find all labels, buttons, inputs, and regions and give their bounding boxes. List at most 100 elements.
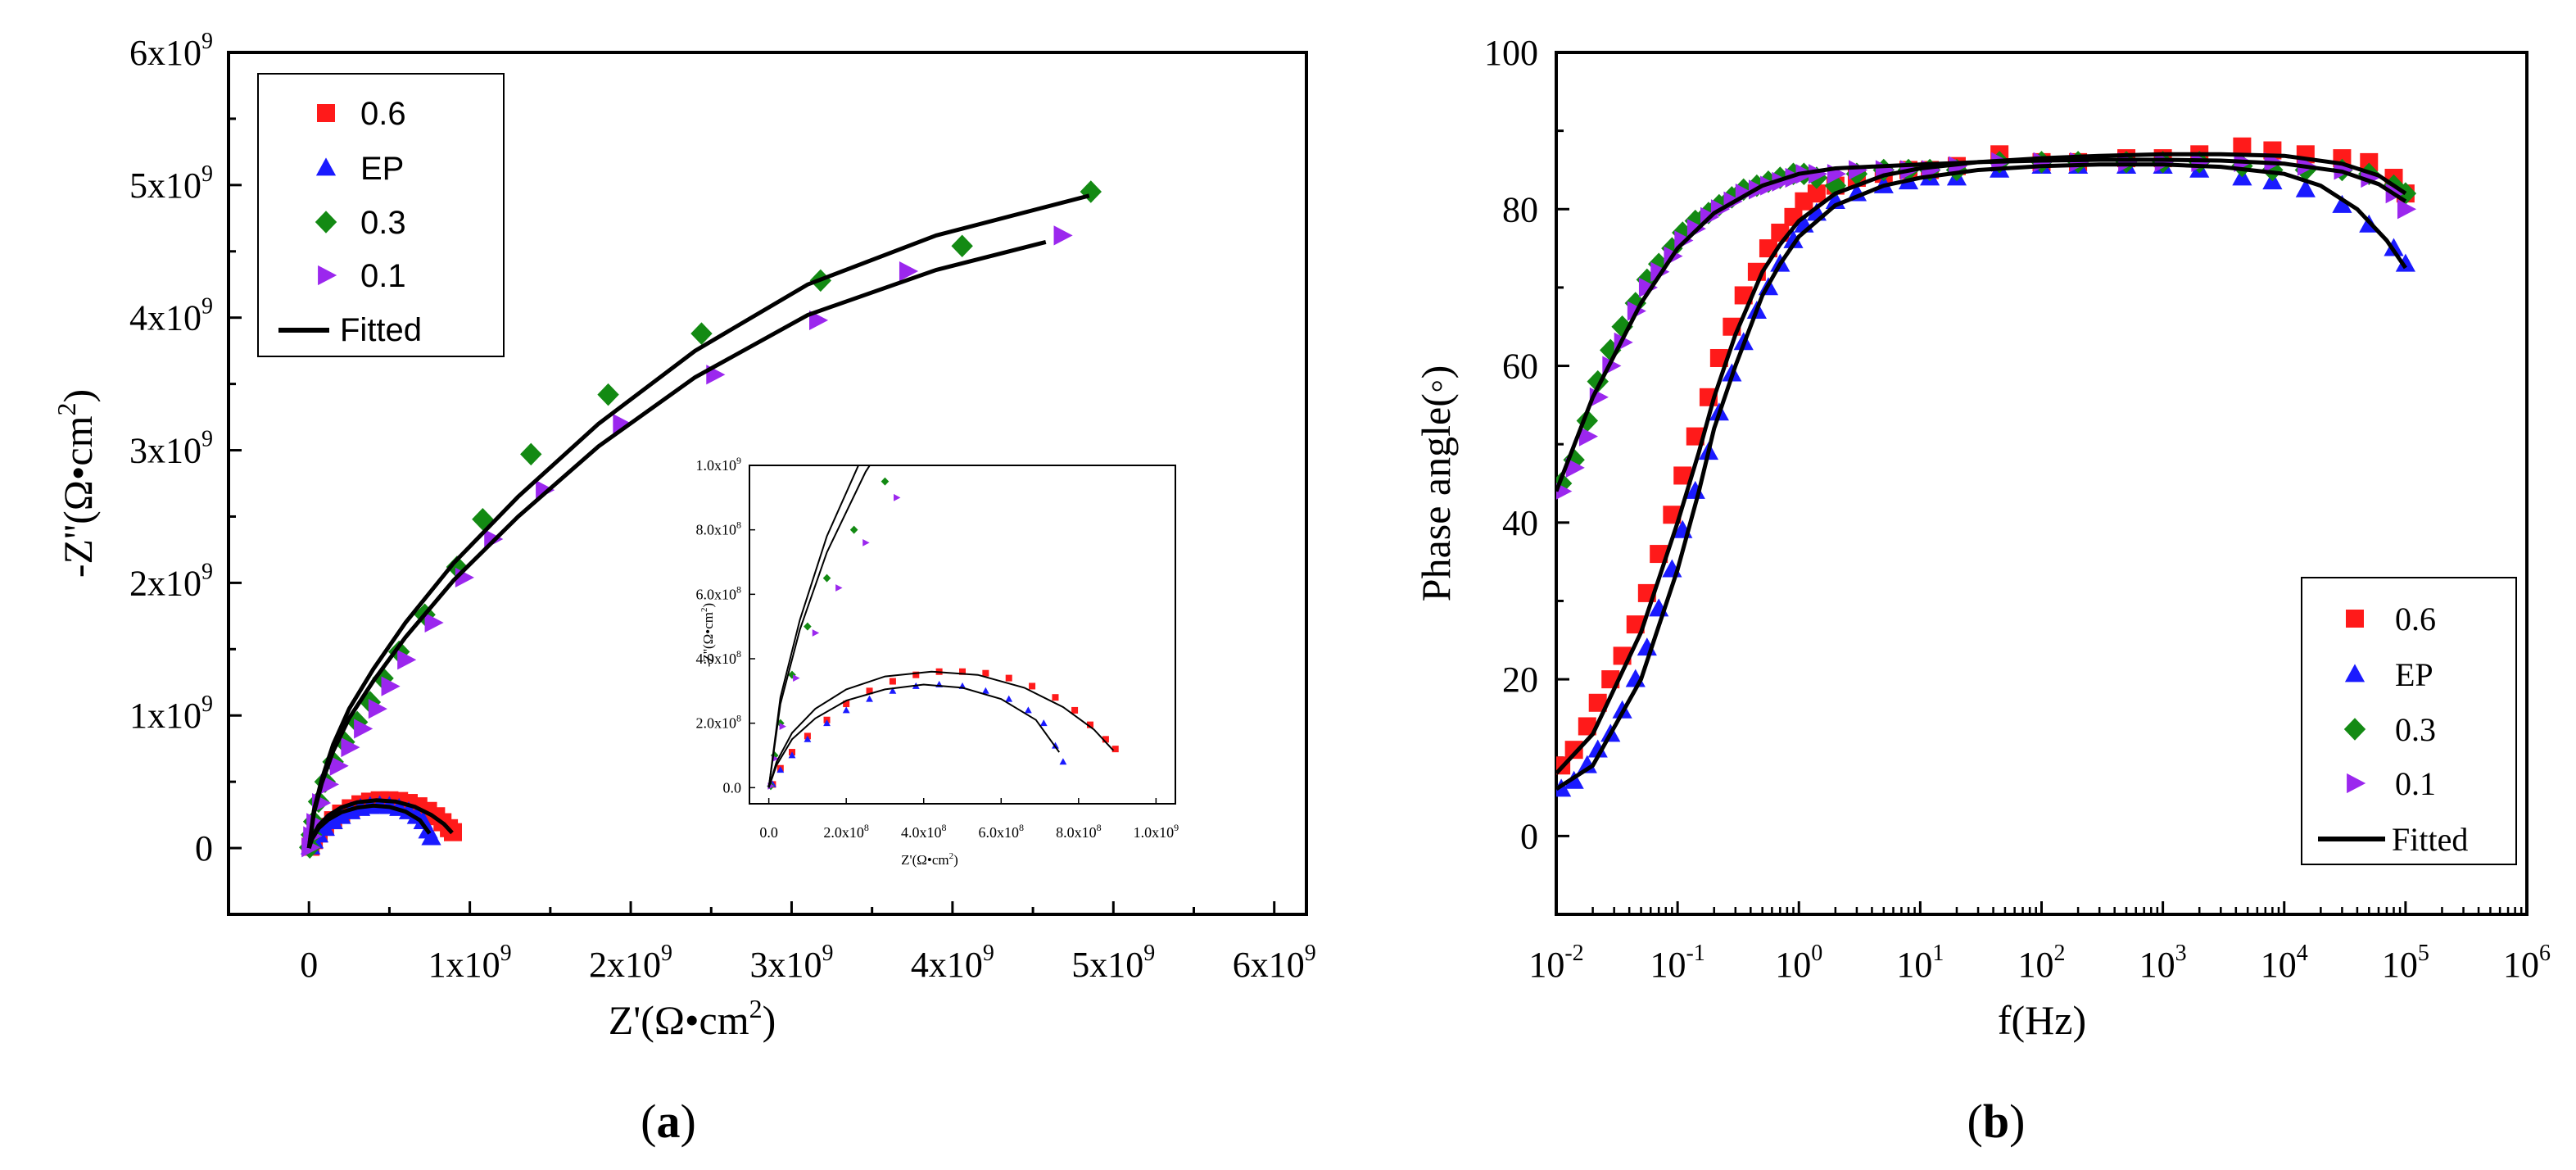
inset-y-tick-label: 4.0x108 — [696, 648, 742, 667]
inset-point-0.3 — [849, 525, 858, 534]
b-point-ep — [1783, 229, 1804, 248]
a-point-0.3 — [597, 383, 619, 406]
b-x-tick-label: 10-2 — [1528, 941, 1583, 985]
inset-point-0.3 — [1044, 216, 1052, 224]
a-point-0.1 — [397, 650, 417, 670]
b-y-tick-label: 60 — [1502, 347, 1538, 387]
a-y-tick-label: 5x109 — [129, 161, 213, 206]
legend-a-label-0.6: 0.6 — [360, 96, 406, 132]
b-y-tick-label: 40 — [1502, 503, 1538, 543]
a-point-ep — [323, 811, 343, 830]
chart-b-x-axis-label: f(Hz) — [1998, 997, 2086, 1043]
inset-x-tick-label: 6.0x108 — [979, 822, 1025, 841]
b-fitted-line — [1556, 157, 2407, 492]
b-point-0.6 — [2360, 152, 2379, 171]
b-point-0.6 — [1650, 545, 1668, 564]
chart-a-inset: 0.0 2.0x108 4.0x108 6.0x108 8.0x108 1.0x109 0.… — [696, 33, 1214, 868]
inset-x-tick-label: 1.0x109 — [1134, 822, 1179, 841]
a-y-tick-label: 3x109 — [129, 427, 213, 471]
inset-x-tick-label: 0.0 — [759, 824, 778, 841]
inset-point-ep — [1039, 719, 1048, 727]
b-point-0.6 — [1686, 427, 1705, 446]
chart-b-ticks — [1555, 51, 2528, 914]
a-point-0.1 — [341, 737, 360, 758]
inset-point-ep — [889, 687, 897, 694]
b-point-ep — [1577, 755, 1597, 773]
a-point-0.3 — [1080, 180, 1102, 203]
a-x-tick-label: 1x109 — [428, 941, 512, 985]
inset-data — [767, 33, 1214, 791]
inset-point-0.1 — [812, 629, 820, 637]
legend-b-marker-0.1 — [2347, 773, 2366, 794]
legend-b-markers — [2318, 610, 2385, 841]
inset-point-ep — [1024, 706, 1032, 714]
chart-a-x-axis-label: Z'(Ω•cm2) — [609, 994, 776, 1043]
b-x-tick-label: 102 — [2018, 941, 2066, 985]
b-point-ep — [2332, 194, 2352, 213]
inset-point-ep — [981, 687, 989, 694]
b-point-ep — [1685, 480, 1705, 499]
inset-fitted-line — [767, 683, 1061, 788]
inset-point-0.1 — [1138, 127, 1144, 134]
b-point-0.1 — [1808, 164, 1828, 184]
inset-point-ep — [776, 766, 785, 773]
inset-point-0.1 — [998, 326, 1005, 333]
b-x-tick-label: 10-1 — [1650, 941, 1705, 985]
legend-b-marker-ep — [2344, 664, 2365, 682]
b-point-0.1 — [1565, 457, 1585, 478]
b-point-0.6 — [1578, 717, 1596, 736]
inset-point-ep — [1005, 695, 1013, 702]
chart-a-tick-labels: 0 1x109 2x109 3x109 4x109 5x109 6x109 0 1x109 2x1… — [129, 29, 1316, 985]
legend-b-marker-0.6 — [2346, 610, 2364, 628]
legend-a-label-ep: EP — [360, 151, 404, 187]
b-point-ep — [2384, 238, 2404, 256]
inset-point-ep — [804, 735, 812, 742]
a-x-tick-label: 2x109 — [589, 941, 672, 985]
inset-point-0.1 — [779, 723, 786, 730]
a-y-tick-label: 1x109 — [129, 692, 213, 736]
chart-b: 10-2 10-1 100 101 102 103 104 105 106 0 20 40 60 80 10… — [1413, 33, 2551, 1148]
inset-point-0.1 — [862, 539, 870, 546]
chart-b-y-axis-label: Phase angle(◦) — [1413, 365, 1459, 601]
b-point-0.6 — [1673, 466, 1692, 485]
b-point-0.1 — [1849, 160, 1868, 180]
chart-a-data — [298, 180, 1102, 859]
a-y-tick-label: 0 — [195, 828, 213, 868]
a-point-0.3 — [520, 442, 542, 466]
inset-point-0.6 — [982, 669, 989, 677]
a-y-tick-label: 6x109 — [129, 29, 213, 73]
chart-a: 0 1x109 2x109 3x109 4x109 5x109 6x109 0 1x109 2x1… — [52, 29, 1316, 1148]
inset-point-0.3 — [804, 622, 812, 631]
b-point-0.6 — [2233, 137, 2252, 156]
a-fitted-line — [306, 239, 1047, 849]
b-y-tick-label: 0 — [1520, 816, 1538, 856]
b-point-0.1 — [1760, 175, 1780, 196]
inset-point-0.1 — [959, 391, 966, 398]
inset-point-0.1 — [929, 446, 935, 453]
chart-a-ticks — [229, 51, 1276, 914]
inset-point-0.3 — [788, 670, 796, 679]
inset-x-tick-label: 4.0x108 — [901, 822, 947, 841]
a-point-0.1 — [368, 699, 387, 719]
inset-x-axis-label: Z'(Ω•cm2) — [901, 851, 958, 868]
b-point-0.3 — [1576, 409, 1599, 433]
inset-plot-frame — [749, 465, 1176, 805]
b-x-tick-label: 104 — [2261, 941, 2308, 985]
b-point-0.1 — [2154, 152, 2174, 172]
inset-point-0.6 — [1071, 706, 1079, 714]
inset-point-0.1 — [1207, 33, 1214, 40]
b-point-0.6 — [1588, 693, 1607, 712]
b-point-0.1 — [1578, 426, 1599, 447]
b-point-ep — [2295, 179, 2316, 197]
b-point-0.6 — [1709, 348, 1728, 367]
b-y-tick-label: 20 — [1502, 660, 1538, 700]
b-point-0.3 — [2394, 182, 2417, 205]
chart-a-plot-frame — [227, 51, 1308, 916]
inset-ticks — [749, 465, 1157, 804]
b-x-tick-label: 101 — [1896, 941, 1944, 985]
chart-b-legend: 0.6 EP 0.3 0.1 Fitted — [2301, 577, 2517, 865]
legend-a-marker-ep — [315, 157, 337, 176]
legend-a-label-fitted: Fitted — [340, 312, 422, 348]
a-point-0.1 — [808, 310, 829, 331]
